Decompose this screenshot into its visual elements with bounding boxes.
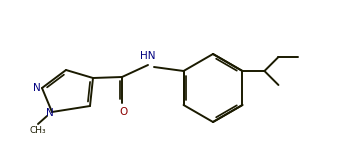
Text: N: N: [46, 108, 54, 118]
Text: HN: HN: [140, 51, 156, 61]
Text: N: N: [33, 83, 41, 93]
Text: O: O: [120, 107, 128, 117]
Text: CH₃: CH₃: [30, 126, 46, 135]
